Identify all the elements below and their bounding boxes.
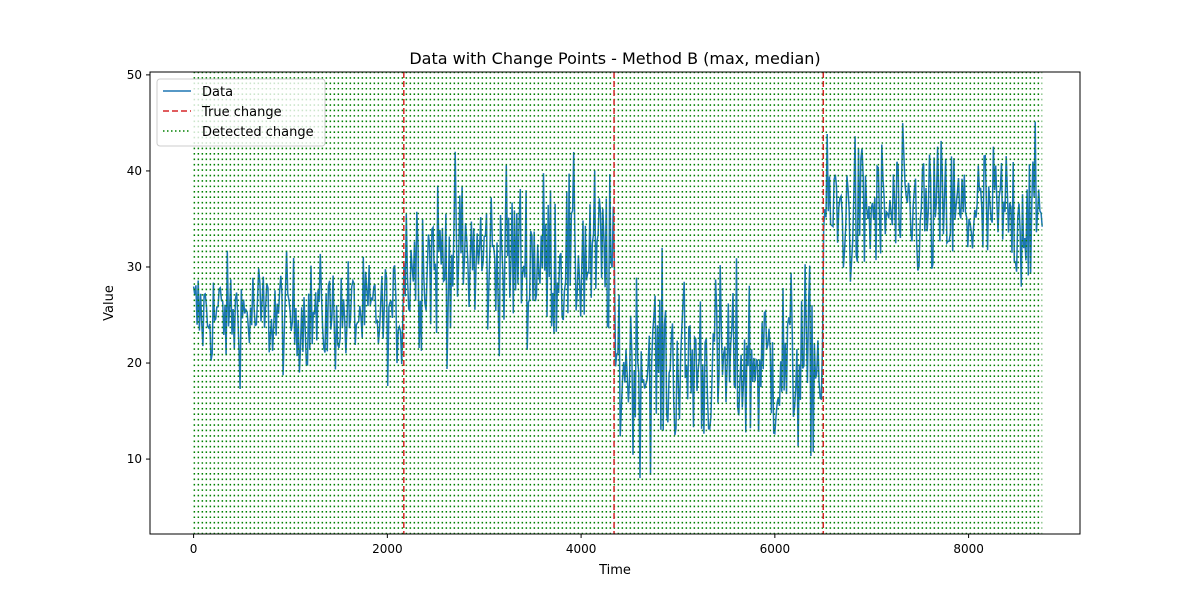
x-tick-label: 4000 — [566, 542, 597, 556]
y-tick-label: 20 — [127, 356, 142, 370]
legend-label-data: Data — [202, 85, 233, 100]
legend: Data True change Detected change — [156, 78, 326, 147]
x-tick-label: 2000 — [372, 542, 403, 556]
data-series-line — [192, 121, 1043, 479]
chart-title: Data with Change Points - Method B (max,… — [409, 49, 820, 68]
y-tick-label: 10 — [127, 452, 142, 466]
x-tick-label: 6000 — [760, 542, 791, 556]
y-tick-label: 40 — [127, 164, 142, 178]
axes-frame — [149, 71, 1081, 535]
x-tick-label: 8000 — [953, 542, 984, 556]
x-axis-label: Time — [598, 563, 631, 578]
y-tick-label: 30 — [127, 260, 142, 274]
plot-layer — [192, 72, 1043, 534]
x-tick-label: 0 — [190, 542, 198, 556]
legend-box — [156, 78, 326, 147]
y-axis-label: Value — [102, 285, 117, 321]
tick-layer: 0 2000 4000 6000 8000 10 20 30 40 50 — [127, 68, 984, 556]
legend-label-detected-change: Detected change — [202, 125, 314, 140]
y-tick-label: 50 — [127, 68, 142, 82]
legend-label-true-change: True change — [201, 105, 282, 120]
